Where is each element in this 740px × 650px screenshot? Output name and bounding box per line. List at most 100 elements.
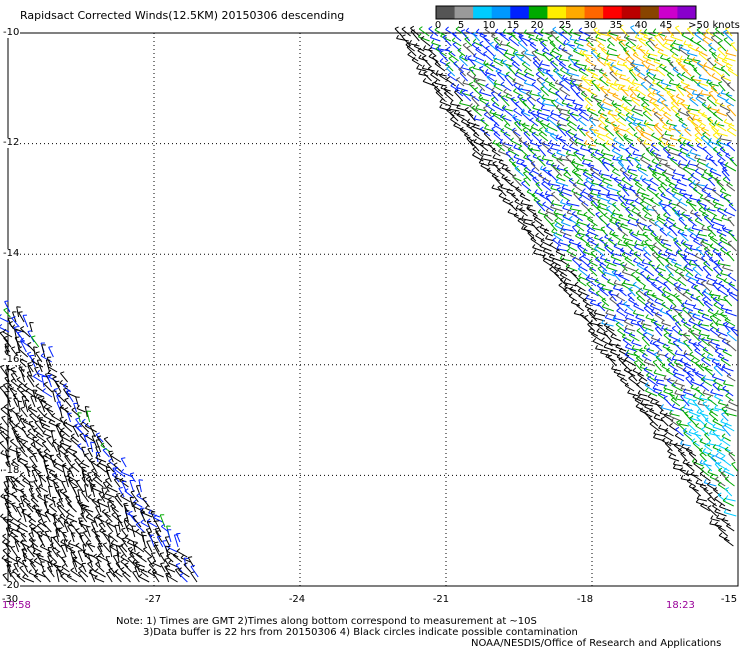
wind-barb bbox=[613, 179, 623, 187]
wind-barb bbox=[98, 493, 106, 503]
wind-barb bbox=[577, 279, 587, 287]
wind-barb bbox=[59, 406, 64, 409]
wind-barb bbox=[115, 545, 120, 558]
wind-barb bbox=[677, 330, 681, 334]
wind-barb bbox=[657, 48, 661, 53]
wind-barb bbox=[686, 201, 697, 207]
wind-barb bbox=[683, 350, 687, 354]
wind-barb bbox=[588, 147, 600, 152]
wind-barb bbox=[459, 53, 463, 58]
wind-barb bbox=[663, 281, 668, 284]
wind-barb bbox=[95, 505, 100, 508]
wind-barb bbox=[595, 211, 600, 215]
wind-barb bbox=[601, 161, 614, 167]
wind-barb bbox=[588, 119, 596, 127]
wind-barb bbox=[473, 138, 477, 143]
wind-barb bbox=[656, 213, 661, 218]
wind-barb bbox=[538, 129, 548, 137]
wind-barb bbox=[579, 255, 583, 259]
wind-barb bbox=[414, 45, 425, 52]
wind-barb bbox=[127, 542, 138, 548]
wind-barb bbox=[586, 44, 598, 52]
wind-barb bbox=[701, 111, 705, 116]
wind-barb bbox=[567, 245, 578, 252]
wind-barb bbox=[40, 532, 50, 538]
wind-barb bbox=[43, 406, 54, 413]
wind-barb bbox=[719, 187, 724, 192]
wind-barb bbox=[110, 539, 115, 544]
wind-barb bbox=[654, 267, 659, 271]
wind-barb bbox=[726, 373, 731, 377]
wind-barb bbox=[464, 36, 469, 40]
wind-barb bbox=[467, 110, 472, 113]
wind-barb bbox=[35, 488, 42, 498]
wind-barb bbox=[550, 262, 555, 266]
wind-barb bbox=[15, 507, 23, 518]
wind-barb bbox=[668, 128, 681, 132]
wind-barb bbox=[601, 297, 606, 301]
wind-barb bbox=[636, 264, 647, 272]
wind-barb bbox=[728, 125, 737, 132]
wind-barb bbox=[720, 248, 730, 257]
wind-barb bbox=[37, 553, 41, 558]
wind-barb bbox=[664, 39, 668, 44]
wind-barb bbox=[471, 44, 482, 52]
wind-barb bbox=[693, 240, 703, 247]
wind-barb bbox=[711, 358, 716, 362]
wind-barb bbox=[551, 199, 555, 204]
wind-barb bbox=[523, 140, 528, 144]
wind-barb bbox=[552, 28, 563, 37]
wind-barb bbox=[696, 495, 700, 499]
wind-barb bbox=[620, 203, 631, 212]
wind-barb bbox=[535, 226, 540, 229]
wind-barb bbox=[443, 92, 454, 102]
wind-barb bbox=[617, 56, 626, 62]
wind-barb bbox=[706, 82, 719, 87]
wind-barb bbox=[611, 365, 615, 370]
wind-barb bbox=[41, 376, 45, 388]
wind-barb bbox=[434, 63, 446, 72]
wind-barb bbox=[633, 119, 637, 124]
wind-barb bbox=[520, 161, 525, 165]
wind-barb bbox=[671, 190, 684, 197]
wind-barb bbox=[680, 440, 683, 445]
wind-barb bbox=[40, 546, 52, 553]
wind-barb bbox=[607, 113, 618, 117]
wind-barb bbox=[578, 293, 583, 297]
wind-barb bbox=[673, 42, 684, 47]
wind-barb bbox=[535, 182, 540, 185]
wind-barb bbox=[636, 214, 647, 222]
wind-barb bbox=[129, 553, 139, 563]
wind-barb bbox=[649, 399, 654, 403]
wind-barb bbox=[63, 387, 68, 390]
wind-barb bbox=[481, 158, 493, 162]
wind-barb bbox=[714, 279, 718, 283]
wind-barb bbox=[87, 542, 92, 545]
wind-barb bbox=[45, 467, 56, 473]
wind-barb bbox=[712, 447, 722, 452]
wind-barb bbox=[656, 93, 667, 102]
wind-barb bbox=[646, 347, 650, 351]
wind-barb bbox=[634, 181, 639, 185]
wind-barb bbox=[18, 366, 23, 369]
wind-barb bbox=[716, 153, 726, 162]
wind-barb bbox=[84, 484, 89, 486]
wind-barb bbox=[153, 545, 161, 558]
wind-barb bbox=[540, 63, 550, 67]
wind-barb bbox=[688, 184, 698, 192]
wind-barb bbox=[560, 191, 573, 197]
wind-barb bbox=[606, 196, 618, 202]
wind-barb bbox=[621, 333, 626, 338]
wind-barb bbox=[551, 231, 563, 237]
wind-barb bbox=[713, 489, 722, 497]
wind-barb bbox=[609, 162, 614, 166]
wind-barb bbox=[560, 33, 570, 42]
wind-barb bbox=[703, 262, 714, 272]
wind-barb bbox=[711, 53, 719, 62]
wind-barb bbox=[555, 134, 559, 139]
wind-barb bbox=[523, 170, 528, 174]
wind-barb bbox=[468, 81, 474, 85]
wind-barb bbox=[145, 504, 149, 509]
wind-barb bbox=[693, 460, 698, 465]
wind-barb bbox=[718, 442, 722, 447]
